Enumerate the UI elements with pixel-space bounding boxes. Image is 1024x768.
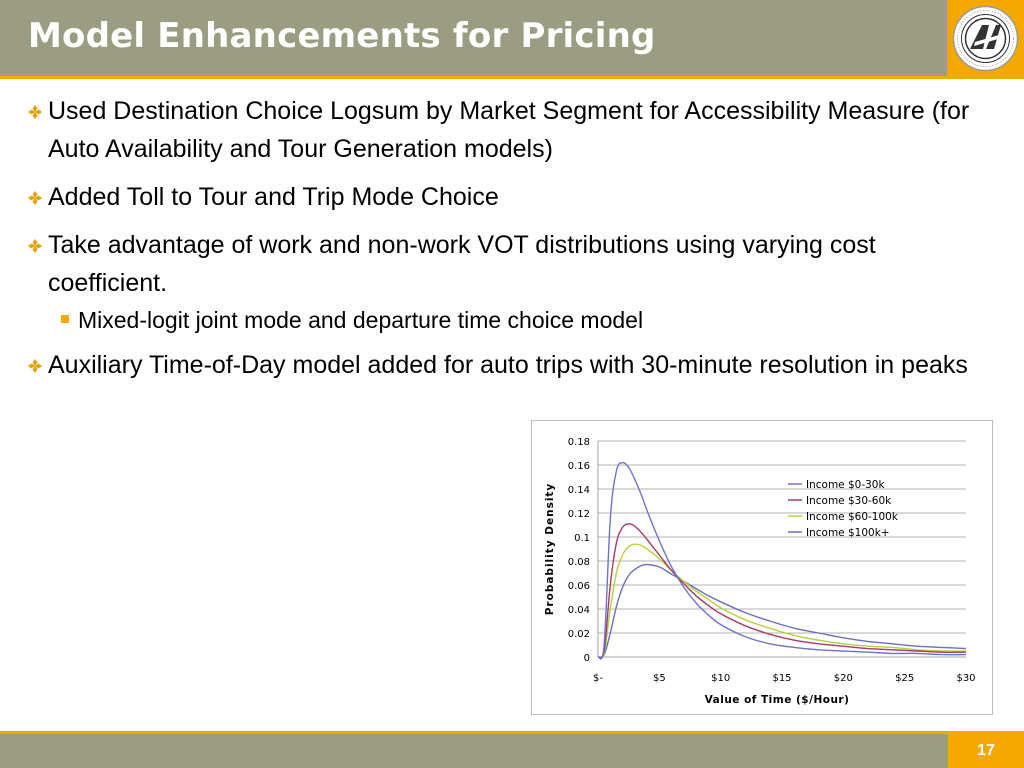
y-tick-label: 0.08	[568, 557, 590, 568]
y-tick-label: 0	[584, 653, 590, 664]
x-tick-label: $10	[711, 673, 730, 684]
slide-header	[0, 0, 1024, 76]
bullet-item: Auxiliary Time-of-Day model added for au…	[28, 346, 988, 384]
y-tick-label: 0.04	[568, 605, 590, 616]
y-tick-label: 0.06	[568, 581, 590, 592]
legend-label: Income $100k+	[806, 527, 890, 539]
x-tick-label: $25	[895, 673, 914, 684]
legend-label: Income $30-60k	[806, 495, 892, 507]
sub-bullet-item: Mixed-logit joint mode and departure tim…	[28, 306, 988, 334]
slide-title: Model Enhancements for Pricing	[28, 16, 656, 56]
bullet-item: Added Toll to Tour and Trip Mode Choice	[28, 178, 988, 216]
footer-divider	[0, 731, 1024, 734]
x-tick-label: $-	[593, 673, 603, 684]
four-diamond-bullet-icon	[28, 105, 42, 119]
x-axis-title: Value of Time ($/Hour)	[705, 694, 850, 706]
x-tick-label: $20	[834, 673, 853, 684]
series-line	[597, 461, 967, 660]
y-axis-title: Probability Density	[544, 483, 556, 616]
logo-container	[947, 0, 1024, 76]
bullet-item: Take advantage of work and non-work VOT …	[28, 226, 988, 302]
bullet-list: Used Destination Choice Logsum by Market…	[28, 92, 988, 394]
header-divider	[0, 76, 1024, 79]
y-tick-label: 0.1	[574, 533, 590, 544]
sfcta-logo-icon	[952, 5, 1019, 72]
four-diamond-bullet-icon	[28, 239, 42, 253]
slide-footer	[0, 734, 1024, 768]
bullet-item: Used Destination Choice Logsum by Market…	[28, 92, 988, 168]
series-line	[597, 543, 967, 659]
four-diamond-bullet-icon	[28, 191, 42, 205]
chart-canvas: 0 0.02 0.04 0.06 0.08 0.1 0.12 0.14 0.16 0.18 $- $5…	[544, 437, 976, 706]
series-line	[597, 563, 967, 658]
four-diamond-bullet-icon	[28, 359, 42, 373]
series-line	[597, 523, 967, 659]
x-tick-label: $30	[956, 673, 975, 684]
legend-label: Income $0-30k	[806, 479, 885, 491]
legend-label: Income $60-100k	[806, 511, 899, 523]
y-tick-label: 0.14	[568, 485, 590, 496]
vot-distribution-chart: 0 0.02 0.04 0.06 0.08 0.1 0.12 0.14 0.16 0.18 $- $5…	[531, 420, 993, 715]
y-tick-label: 0.02	[568, 629, 590, 640]
page-number: 17	[948, 734, 1024, 768]
y-tick-label: 0.18	[568, 437, 590, 448]
orange-square-bullet-icon	[61, 315, 69, 323]
bullet-text: Used Destination Choice Logsum by Market…	[48, 97, 970, 163]
bullet-text: Added Toll to Tour and Trip Mode Choice	[48, 183, 499, 211]
x-tick-label: $15	[772, 673, 791, 684]
y-tick-label: 0.12	[568, 509, 590, 520]
x-tick-label: $5	[653, 673, 666, 684]
sub-bullet-text: Mixed-logit joint mode and departure tim…	[78, 307, 644, 333]
bullet-text: Take advantage of work and non-work VOT …	[48, 231, 876, 297]
bullet-text: Auxiliary Time-of-Day model added for au…	[48, 351, 968, 379]
y-tick-label: 0.16	[568, 461, 590, 472]
